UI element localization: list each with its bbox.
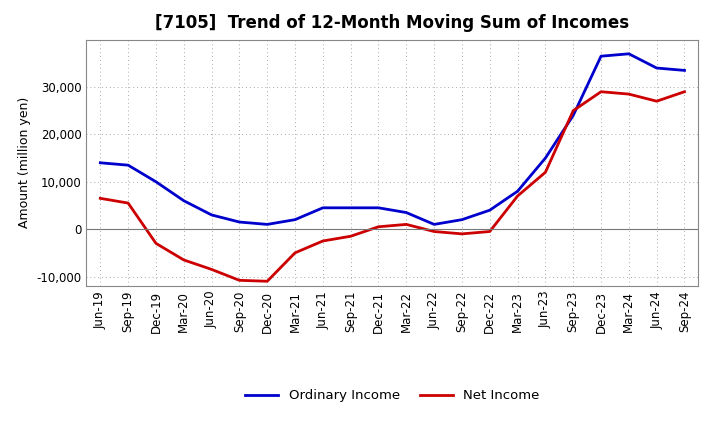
Net Income	[235, 278, 243, 283]
Net Income	[291, 250, 300, 256]
Net Income	[485, 229, 494, 234]
Net Income	[346, 234, 355, 239]
Ordinary Income	[541, 155, 550, 161]
Net Income	[96, 196, 104, 201]
Ordinary Income	[207, 212, 216, 217]
Net Income	[652, 99, 661, 104]
Ordinary Income	[430, 222, 438, 227]
Ordinary Income	[263, 222, 271, 227]
Ordinary Income	[597, 54, 606, 59]
Net Income	[541, 170, 550, 175]
Ordinary Income	[152, 179, 161, 184]
Y-axis label: Amount (million yen): Amount (million yen)	[18, 97, 31, 228]
Net Income	[318, 238, 327, 244]
Ordinary Income	[374, 205, 383, 210]
Net Income	[430, 229, 438, 234]
Ordinary Income	[179, 198, 188, 203]
Net Income	[179, 257, 188, 263]
Net Income	[124, 201, 132, 206]
Net Income	[624, 92, 633, 97]
Line: Ordinary Income: Ordinary Income	[100, 54, 685, 224]
Net Income	[513, 193, 522, 198]
Ordinary Income	[513, 189, 522, 194]
Net Income	[207, 267, 216, 272]
Ordinary Income	[458, 217, 467, 222]
Ordinary Income	[346, 205, 355, 210]
Ordinary Income	[318, 205, 327, 210]
Title: [7105]  Trend of 12-Month Moving Sum of Incomes: [7105] Trend of 12-Month Moving Sum of I…	[156, 15, 629, 33]
Ordinary Income	[291, 217, 300, 222]
Net Income	[680, 89, 689, 94]
Net Income	[569, 108, 577, 114]
Ordinary Income	[652, 66, 661, 71]
Ordinary Income	[96, 160, 104, 165]
Net Income	[263, 279, 271, 284]
Line: Net Income: Net Income	[100, 92, 685, 281]
Ordinary Income	[680, 68, 689, 73]
Ordinary Income	[235, 220, 243, 225]
Legend: Ordinary Income, Net Income: Ordinary Income, Net Income	[240, 384, 545, 407]
Net Income	[374, 224, 383, 229]
Ordinary Income	[624, 51, 633, 56]
Net Income	[597, 89, 606, 94]
Net Income	[458, 231, 467, 237]
Ordinary Income	[124, 162, 132, 168]
Ordinary Income	[485, 208, 494, 213]
Net Income	[152, 241, 161, 246]
Net Income	[402, 222, 410, 227]
Ordinary Income	[402, 210, 410, 215]
Ordinary Income	[569, 113, 577, 118]
